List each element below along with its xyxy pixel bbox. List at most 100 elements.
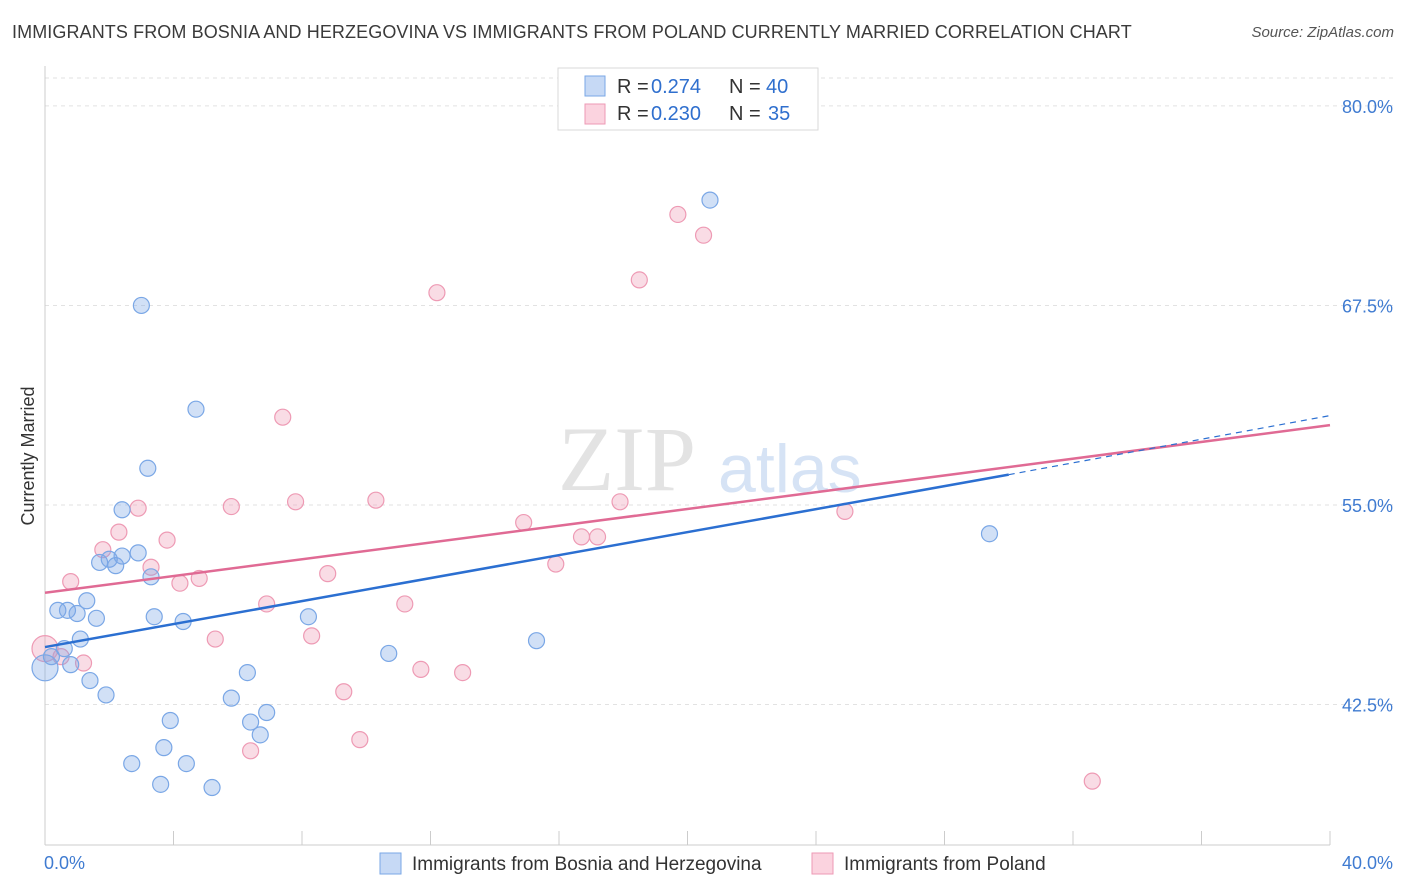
- poland-point: [242, 742, 260, 760]
- y-axis-label: Currently Married: [18, 386, 38, 525]
- bosnia-point: [31, 654, 59, 682]
- bosnia-point: [380, 644, 398, 663]
- y-tick-label: 67.5%: [1342, 296, 1393, 316]
- poland-point: [611, 493, 629, 511]
- watermark-atlas: atlas: [718, 431, 862, 507]
- poland-point: [454, 663, 472, 682]
- bosnia-point: [203, 778, 221, 797]
- bosnia-point: [299, 608, 318, 626]
- poland-point: [206, 630, 224, 648]
- legend-r-label-bosnia: R =: [617, 76, 649, 98]
- poland-point: [274, 408, 292, 426]
- bosnia-point: [187, 400, 205, 418]
- poland-point: [74, 654, 93, 672]
- legend-bottom-label-bosnia: Immigrants from Bosnia and Herzegovina: [412, 854, 762, 875]
- bosnia-point: [81, 671, 99, 690]
- poland-point: [412, 660, 430, 679]
- bosnia-point: [238, 663, 256, 682]
- bosnia-point: [107, 557, 125, 575]
- bosnia-point: [177, 754, 195, 773]
- poland-point: [142, 558, 160, 576]
- bosnia-point: [58, 601, 77, 619]
- legend-n-value-poland: 35: [768, 103, 790, 125]
- poland-point: [588, 528, 607, 546]
- poland-point: [286, 493, 305, 511]
- bosnia-point: [161, 711, 179, 730]
- bosnia-point: [100, 550, 118, 568]
- y-tick-labels: 42.5% 55.0% 67.5% 80.0%: [1342, 97, 1393, 716]
- series-poland-points: [31, 205, 1101, 790]
- bosnia-point: [97, 686, 115, 704]
- bosnia-point: [123, 754, 141, 773]
- poland-point: [572, 528, 591, 546]
- bosnia-point: [132, 296, 150, 315]
- bosnia-point: [142, 568, 160, 586]
- watermark: ZIP atlas: [558, 408, 862, 510]
- legend-swatch-poland: [584, 103, 606, 125]
- poland-point: [515, 513, 533, 532]
- poland-point: [694, 226, 713, 244]
- bosnia-point: [242, 713, 260, 731]
- legend-bottom-swatch-bosnia: [379, 852, 402, 875]
- poland-point: [1083, 772, 1101, 790]
- poland-point: [547, 555, 565, 573]
- legend-bottom-label-poland: Immigrants from Poland: [844, 854, 1046, 875]
- legend-n-label-bosnia: N =: [729, 76, 761, 98]
- legend-swatch-bosnia: [584, 75, 606, 97]
- bosnia-point: [527, 632, 546, 650]
- bosnia-point: [68, 604, 86, 623]
- bosnia-point: [42, 648, 61, 666]
- poland-point: [335, 683, 353, 701]
- bosnia-point: [980, 525, 999, 543]
- poland-point: [158, 531, 176, 549]
- y-tick-label: 42.5%: [1342, 696, 1393, 716]
- bosnia-point: [113, 501, 131, 519]
- watermark-zip: ZIP: [558, 408, 696, 510]
- poland-point: [367, 491, 385, 509]
- bosnia-point: [113, 547, 131, 565]
- x-tick-label-min: 0.0%: [44, 853, 85, 873]
- poland-point: [351, 731, 369, 749]
- trend-lines: [44, 415, 1331, 649]
- poland-point: [94, 541, 112, 559]
- legend-r-value-bosnia: 0.274: [651, 76, 701, 98]
- legend-r-value-poland: 0.230: [651, 103, 701, 125]
- legend-n-value-bosnia: 40: [766, 76, 788, 98]
- bosnia-point: [152, 775, 170, 793]
- bosnia-point: [155, 739, 173, 757]
- chart-title: IMMIGRANTS FROM BOSNIA AND HERZEGOVINA V…: [12, 22, 1132, 42]
- poland-point: [396, 595, 414, 613]
- y-tick-label: 55.0%: [1342, 496, 1393, 516]
- poland-point: [630, 271, 648, 289]
- bosnia-point: [91, 553, 109, 572]
- bosnia-point: [258, 703, 276, 722]
- trend-line-poland: [44, 423, 1331, 595]
- trend-line-bosnia: [44, 473, 1009, 649]
- bosnia-point: [145, 608, 163, 626]
- bosnia-point: [129, 544, 147, 562]
- bosnia-point: [251, 726, 269, 744]
- poland-point: [171, 574, 189, 592]
- poland-point: [110, 523, 128, 541]
- poland-point: [222, 497, 240, 516]
- bosnia-point: [222, 689, 240, 707]
- bosnia-point: [62, 656, 80, 674]
- poland-point: [428, 284, 446, 302]
- legend-bottom-swatch-poland: [811, 852, 834, 875]
- poland-point: [319, 565, 337, 583]
- axes: [44, 66, 1331, 846]
- series-legend: Immigrants from Bosnia and Herzegovina I…: [379, 852, 1046, 875]
- legend-n-label-poland: N =: [729, 103, 761, 125]
- poland-point: [303, 627, 321, 645]
- poland-point: [129, 499, 147, 517]
- x-tick-label-max: 40.0%: [1342, 853, 1393, 873]
- y-tick-label: 80.0%: [1342, 97, 1393, 117]
- bosnia-point: [87, 609, 106, 627]
- bosnia-point: [78, 592, 96, 610]
- poland-point: [62, 573, 80, 591]
- poland-point: [669, 205, 687, 224]
- bosnia-point: [49, 601, 67, 619]
- bosnia-point: [701, 191, 719, 209]
- bosnia-point: [139, 459, 157, 477]
